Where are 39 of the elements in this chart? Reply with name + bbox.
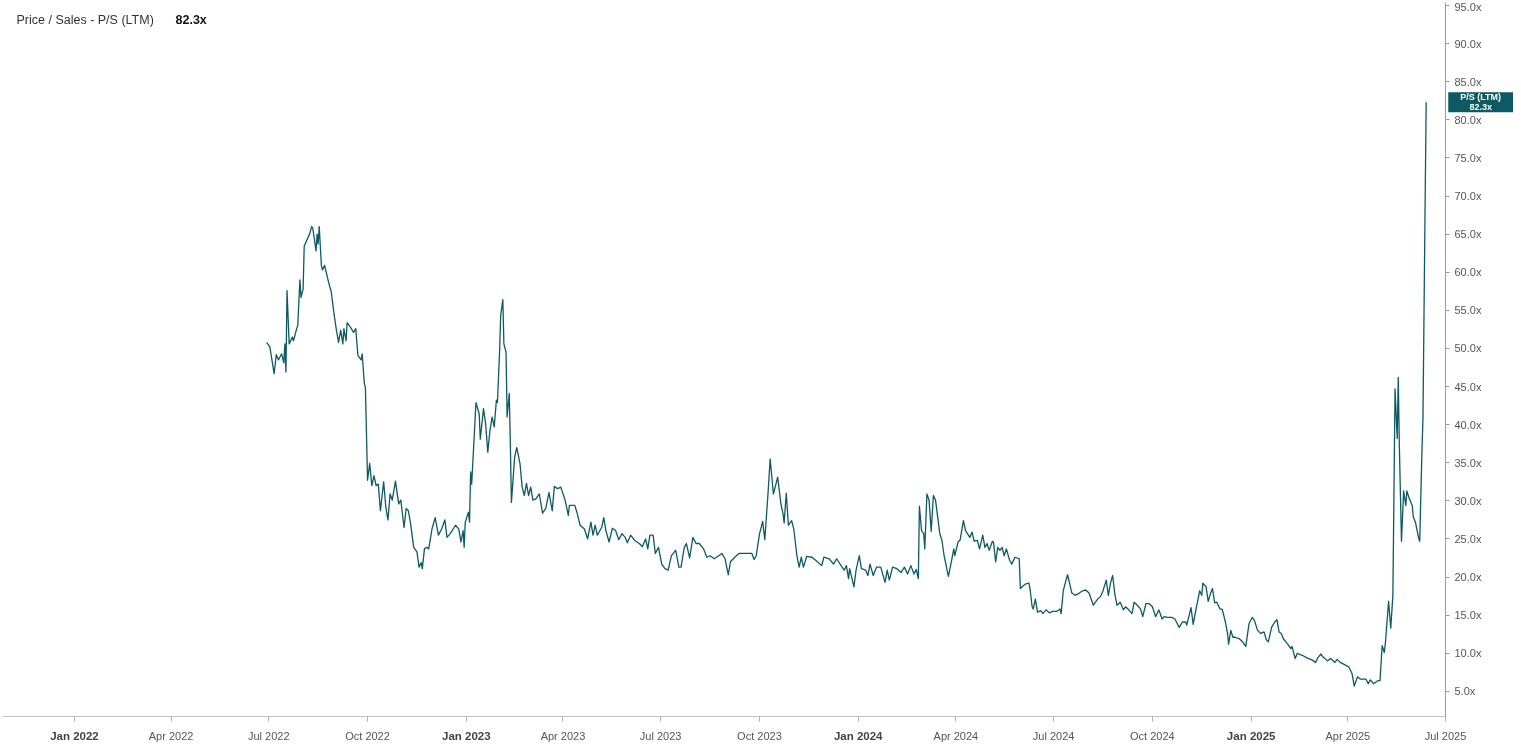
- y-tick-label: 40.0x: [1454, 418, 1482, 431]
- x-tick-label: Jul 2022: [247, 729, 290, 742]
- y-tick-label: 60.0x: [1454, 266, 1482, 279]
- y-tick-label: 70.0x: [1454, 190, 1482, 203]
- y-tick-label: 65.0x: [1454, 228, 1482, 241]
- y-tick-label: 5.0x: [1454, 685, 1476, 698]
- y-tick-label: 90.0x: [1454, 37, 1482, 50]
- text: Price / Sales - P/S (LTM): [16, 12, 154, 27]
- text: 82.3x: [1469, 102, 1492, 113]
- x-tick-label: Jul 2023: [639, 729, 682, 742]
- line-series: [265, 101, 1427, 687]
- x-tick-label: Jan 2023: [442, 729, 491, 742]
- x-tick-label: Jul 2024: [1032, 729, 1075, 742]
- x-tick-label: Oct 2022: [345, 729, 390, 742]
- text: 82.3x: [175, 12, 207, 27]
- x-tick-label: Jan 2025: [1226, 729, 1277, 742]
- y-tick-label: 85.0x: [1454, 75, 1482, 88]
- y-tick-label: 95.0x: [1454, 0, 1482, 13]
- x-tick-label: Oct 2024: [1130, 729, 1175, 742]
- y-tick-label: 10.0x: [1454, 647, 1482, 660]
- y-tick-label: 25.0x: [1454, 532, 1482, 545]
- y-tick-label: 30.0x: [1454, 494, 1482, 507]
- x-tick-label: Oct 2023: [737, 729, 782, 742]
- x-tick-label: Apr 2024: [933, 729, 979, 742]
- y-tick-label: 80.0x: [1454, 113, 1482, 126]
- x-tick-label: Apr 2023: [540, 729, 586, 742]
- y-tick-label: 20.0x: [1454, 571, 1482, 584]
- y-tick-label: 15.0x: [1454, 609, 1482, 622]
- x-tick-label: Jul 2025: [1424, 729, 1467, 742]
- y-tick-label: 45.0x: [1454, 380, 1482, 393]
- x-tick-label: Jan 2024: [833, 729, 884, 742]
- x-tick-label: Apr 2025: [1325, 729, 1371, 742]
- y-tick-label: 75.0x: [1454, 151, 1482, 164]
- text: P/S (LTM): [1460, 92, 1502, 103]
- y-tick-label: 50.0x: [1454, 342, 1482, 355]
- x-tick-label: Apr 2022: [148, 729, 194, 742]
- x-tick-label: Jan 2022: [50, 729, 99, 742]
- y-tick-label: 55.0x: [1454, 304, 1482, 317]
- y-tick-label: 35.0x: [1454, 456, 1482, 469]
